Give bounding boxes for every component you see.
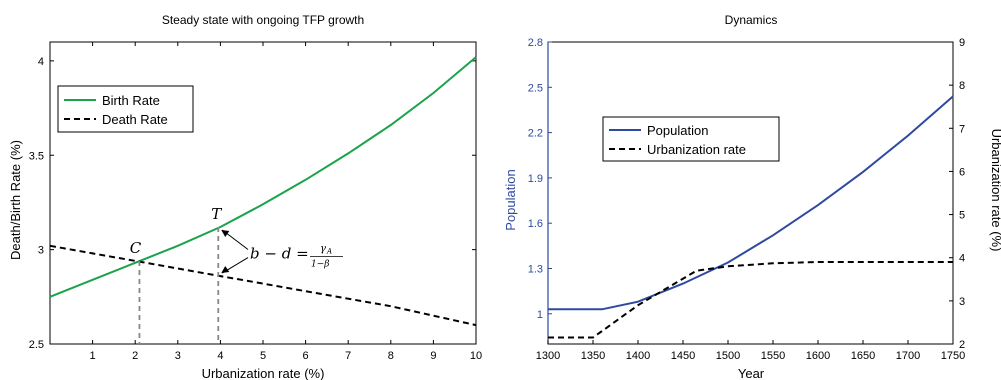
right-y-left-tick-label: 1.6 xyxy=(528,218,543,230)
formula-numerator: γ xyxy=(320,244,326,255)
left-y-tick-label: 3.5 xyxy=(29,150,44,162)
right-y-right-tick-label: 4 xyxy=(959,253,965,265)
death-rate-line xyxy=(49,244,477,327)
right-x-tick-label: 1550 xyxy=(761,350,785,362)
chart-marks: 1 2 3 4 5 6 7 8 9 10 2.5 3 3.5 4 Birth Rate Death Rate C… xyxy=(29,37,966,362)
right-y-axis-label-right: Urbanization rate (%) xyxy=(989,129,1001,252)
left-x-tick-label: 8 xyxy=(388,350,394,362)
right-x-tick-label: 1500 xyxy=(716,350,740,362)
right-y-left-tick-label: 1.9 xyxy=(528,173,543,185)
point-t-label: T xyxy=(211,205,222,223)
right-y-right-tick-label: 2 xyxy=(959,339,965,351)
right-x-tick-label: 1650 xyxy=(851,350,875,362)
formula-numerator-subscript: A xyxy=(326,248,332,256)
right-x-tick-label: 1600 xyxy=(806,350,830,362)
right-legend-box xyxy=(602,116,780,162)
right-y-right-tick-label: 8 xyxy=(959,80,965,92)
formula-denominator: 1−β xyxy=(311,260,329,270)
urbanization-rate-line xyxy=(548,261,953,339)
right-x-tick-label: 1300 xyxy=(536,350,560,362)
right-x-tick-label: 1700 xyxy=(896,350,920,362)
right-chart-title: Dynamics xyxy=(725,13,778,27)
left-x-tick-label: 7 xyxy=(345,350,351,362)
right-y-left-tick-label: 2.8 xyxy=(528,37,543,49)
left-x-axis-label: Urbanization rate (%) xyxy=(202,366,325,380)
left-x-tick-label: 3 xyxy=(175,350,181,362)
right-x-tick-label: 1750 xyxy=(941,350,965,362)
left-x-tick-label: 1 xyxy=(90,350,96,362)
point-c-label: C xyxy=(130,239,142,257)
right-x-tick-label: 1350 xyxy=(581,350,605,362)
left-y-tick-label: 4 xyxy=(38,56,44,68)
formula-lhs: b − d = xyxy=(250,245,309,263)
right-x-axis-label: Year xyxy=(738,366,765,380)
left-x-tick-label: 6 xyxy=(303,350,309,362)
right-y-left-tick-label: 1 xyxy=(537,309,543,321)
right-y-left-tick-label: 2.2 xyxy=(528,128,543,140)
left-y-axis-label: Death/Birth Rate (%) xyxy=(8,140,23,260)
right-y-right-tick-label: 3 xyxy=(959,296,965,308)
right-y-right-tick-label: 7 xyxy=(959,123,965,135)
left-chart-title: Steady state with ongoing TFP growth xyxy=(162,13,364,27)
left-x-tick-label: 4 xyxy=(217,350,223,362)
legend-population-label: Population xyxy=(647,123,708,138)
left-x-tick-label: 5 xyxy=(260,350,266,362)
right-y-left-tick-label: 1.3 xyxy=(528,264,543,276)
right-y-right-tick-label: 6 xyxy=(959,166,965,178)
right-plot-frame xyxy=(547,41,954,345)
left-x-tick-label: 9 xyxy=(430,350,436,362)
right-x-tick-label: 1400 xyxy=(626,350,650,362)
right-y-left-tick-label: 2.5 xyxy=(528,82,543,94)
birth-rate-line xyxy=(49,56,477,298)
left-x-tick-label: 10 xyxy=(470,350,482,362)
annotation-arrowhead-lower xyxy=(221,266,230,274)
legend-birth-rate-label: Birth Rate xyxy=(102,93,160,108)
left-x-tick-label: 2 xyxy=(132,350,138,362)
annotation-arrowhead-upper xyxy=(221,229,230,237)
right-y-axis-label-left: Population xyxy=(503,169,518,230)
left-legend-box xyxy=(57,85,194,133)
right-x-tick-label: 1450 xyxy=(671,350,695,362)
right-y-right-tick-label: 5 xyxy=(959,210,965,222)
left-y-tick-label: 2.5 xyxy=(29,339,44,351)
right-y-right-tick-label: 9 xyxy=(959,37,965,49)
population-line xyxy=(548,95,954,311)
left-y-tick-label: 3 xyxy=(38,245,44,257)
legend-urbanization-label: Urbanization rate xyxy=(647,142,746,157)
legend-death-rate-label: Death Rate xyxy=(102,112,168,127)
